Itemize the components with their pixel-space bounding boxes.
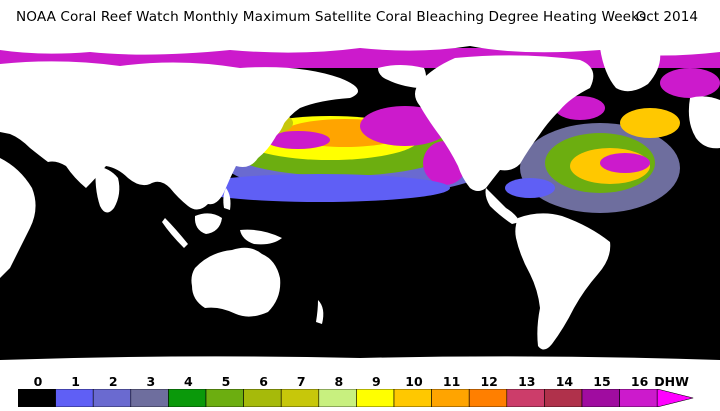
legend-label: 6 [259, 374, 268, 389]
legend-swatch [168, 389, 207, 407]
land-australia [191, 247, 281, 317]
legend-swatch [356, 389, 395, 407]
map-date: Oct 2014 [635, 9, 698, 25]
legend-unit: DHW [654, 374, 689, 389]
legend-label: 15 [593, 374, 611, 389]
heat-kuroshio-magenta [266, 131, 330, 149]
land-europe-edge [688, 96, 720, 149]
legend-label: 5 [221, 374, 231, 389]
legend-swatch [544, 389, 583, 407]
legend-swatch [318, 389, 357, 407]
legend-swatch [506, 389, 545, 407]
legend-swatch [431, 389, 470, 407]
land-greenland [600, 46, 661, 92]
land-india [95, 166, 120, 213]
land-africa-west-edge [0, 158, 36, 278]
legend-label: 7 [296, 374, 306, 389]
heat-pacific-south-edge [190, 174, 450, 202]
legend-label: 14 [555, 374, 574, 389]
heat-norway-magenta [660, 68, 720, 98]
land-japan [260, 113, 286, 148]
legend-swatch [92, 389, 132, 407]
land-alaska [378, 65, 426, 88]
legend-swatch [243, 389, 282, 407]
legend-label: 10 [405, 374, 423, 389]
world-map-svg [0, 38, 720, 364]
legend-swatch [130, 389, 169, 407]
land-new-zealand [316, 300, 324, 324]
land-south-america [515, 213, 611, 350]
land-eurasia [0, 61, 358, 210]
legend-label: 16 [630, 374, 649, 389]
legend-label: 4 [184, 374, 193, 389]
land-antarctica [0, 356, 720, 364]
map-title: NOAA Coral Reef Watch Monthly Maximum Sa… [16, 9, 647, 25]
legend-swatch [393, 389, 432, 407]
legend-swatch [280, 389, 320, 407]
legend-swatch [619, 389, 658, 407]
legend-label: 8 [334, 374, 344, 389]
land-new-guinea [240, 229, 282, 245]
legend-svg [18, 389, 694, 407]
land-philippines [223, 188, 231, 210]
land-borneo [194, 213, 222, 234]
heat-atlantic-magenta [600, 153, 650, 173]
legend-labels: 0 1 2 3 4 5 6 7 8 9 10 11 12 13 14 15 16 DHW [18, 374, 718, 390]
color-legend-bar [18, 389, 718, 407]
legend-label: 11 [442, 374, 461, 389]
heat-caribbean [505, 178, 555, 198]
land-central-america [485, 188, 520, 224]
legend-swatch [581, 389, 620, 407]
land-masses [0, 38, 720, 364]
world-map [0, 38, 720, 364]
land-sumatra [162, 218, 188, 248]
legend-arrow-tip [656, 389, 694, 407]
land-arctic [0, 38, 720, 56]
legend-label: 0 [33, 374, 43, 389]
legend-label: 3 [146, 374, 156, 389]
legend-swatch [205, 389, 244, 407]
legend-label: 2 [108, 374, 118, 389]
heat-greenland-yellow [620, 108, 680, 138]
legend-swatch [18, 389, 56, 407]
legend-label: 9 [372, 374, 381, 389]
legend-label: 1 [71, 374, 80, 389]
legend-label: 12 [480, 374, 498, 389]
legend-swatch [468, 389, 508, 407]
legend-swatch [55, 389, 94, 407]
legend-label: 13 [518, 374, 536, 389]
land-north-america [415, 55, 594, 191]
